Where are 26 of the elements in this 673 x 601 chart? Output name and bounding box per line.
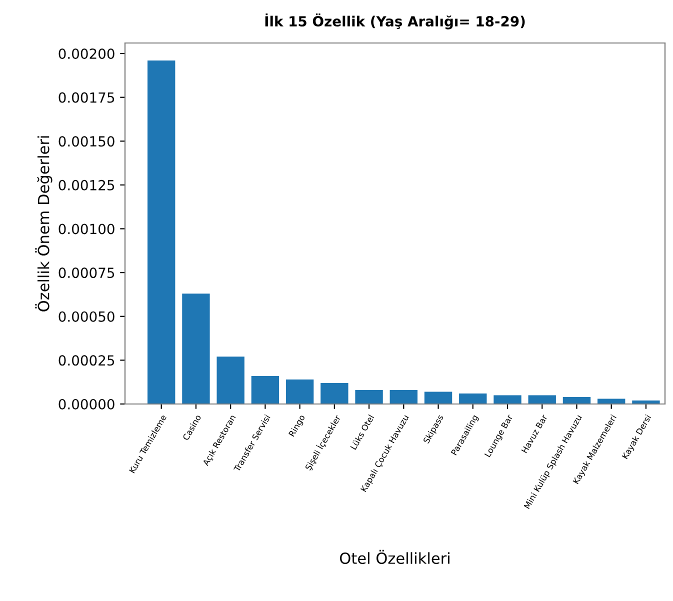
bar <box>286 379 314 404</box>
bar <box>598 398 626 404</box>
y-tick-label: 0.00000 <box>58 398 114 410</box>
bar <box>459 393 487 404</box>
bar <box>216 356 244 404</box>
bar <box>390 390 418 404</box>
y-tick-label: 0.00125 <box>58 180 114 190</box>
bar <box>148 60 176 404</box>
x-axis-title: Otel Özellikleri <box>340 550 450 564</box>
bar <box>320 382 348 404</box>
y-tick-label: 0.00175 <box>58 92 114 103</box>
bar <box>528 395 556 404</box>
y-tick-label: 0.00025 <box>58 355 114 366</box>
y-axis-title: Özellik Önem Değerleri <box>35 136 52 312</box>
y-tick-label: 0.00200 <box>58 48 114 59</box>
y-tick-label: 0.00075 <box>58 268 114 278</box>
y-tick-label: 0.00150 <box>58 136 114 147</box>
bar <box>424 392 452 404</box>
bar <box>251 376 280 404</box>
bar <box>182 294 210 404</box>
chart-title: İlk 15 Özellik (Yaş Aralığı= 18-29) <box>265 13 525 30</box>
bar <box>355 390 383 404</box>
y-tick-label: 0.00100 <box>58 224 114 234</box>
y-tick-label: 0.00050 <box>58 311 114 322</box>
bar <box>562 396 591 404</box>
bar <box>494 395 522 404</box>
